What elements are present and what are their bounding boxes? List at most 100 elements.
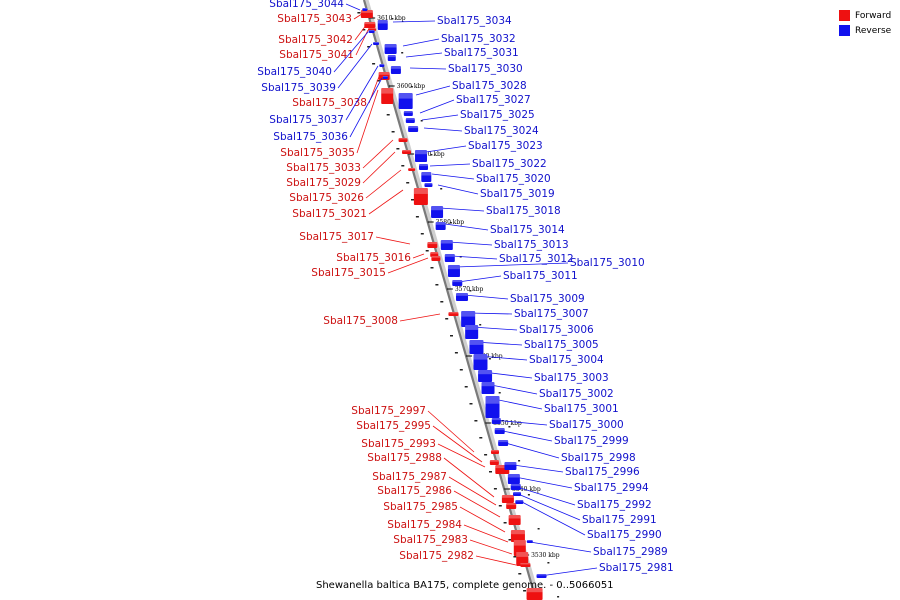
forward-gene-Sbal175_2982 [520, 563, 531, 567]
reverse-gene-Sbal175_2998 [498, 440, 509, 446]
forward-gene-label: Sbal175_3043 [277, 13, 352, 25]
minor-mark [357, 12, 361, 14]
connector-line [437, 443, 486, 468]
forward-gene-Sbal175_3021-highlight [413, 188, 428, 194]
connector-line [501, 441, 560, 459]
reverse-gene-Sbal175_3024-highlight [408, 126, 419, 129]
reverse-gene-Sbal175_3009-highlight [455, 293, 468, 296]
connector-line [453, 490, 501, 518]
reverse-gene-Sbal175_2989 [526, 540, 533, 543]
reverse-gene-label: Sbal175_3002 [539, 388, 614, 400]
forward-gene-Sbal175_3021 [413, 188, 428, 205]
reverse-gene-Sbal175_2990-highlight [515, 500, 524, 502]
minor-mark [425, 250, 429, 252]
reverse-gene-Sbal175_3032 [384, 44, 397, 54]
connector-line [362, 151, 396, 184]
connector-line [432, 425, 483, 463]
reverse-gene-label: Sbal175_2996 [565, 466, 640, 478]
forward-gene-Sbal175_3035 [381, 88, 394, 104]
minor-mark [513, 556, 517, 558]
map-caption: Shewanella baltica BA175, complete genom… [316, 580, 614, 591]
reverse-gene-Sbal175_2999-highlight [494, 428, 505, 431]
forward-gene-label: Sbal175_2993 [361, 438, 436, 450]
reverse-gene-Sbal175_3039 [373, 42, 380, 45]
reverse-gene-Sbal175_3025-highlight [405, 118, 415, 120]
connector-line [429, 163, 471, 167]
reverse-gene-label: Sbal175_3027 [456, 94, 531, 106]
connector-line [439, 207, 485, 212]
connector-line [468, 312, 513, 315]
forward-gene-Sbal175_3033 [398, 138, 408, 142]
minor-mark [498, 392, 501, 394]
forward-swatch [839, 10, 850, 21]
legend-reverse: Reverse [839, 23, 891, 38]
reverse-gene-Sbal175_3018 [431, 206, 444, 218]
reverse-gene-Sbal175_3037-highlight [379, 64, 385, 66]
connector-line [425, 145, 467, 153]
reverse-gene-Sbal175_3032-highlight [384, 44, 397, 48]
legend: Forward Reverse [839, 8, 891, 38]
reverse-gene-Sbal175_3020 [421, 172, 432, 182]
reverse-gene-label: Sbal175_3024 [464, 125, 539, 137]
reverse-gene-Sbal175_2998-highlight [498, 440, 509, 443]
connector-line [539, 567, 598, 577]
connector-line [362, 139, 394, 169]
connector-line [375, 236, 411, 245]
reverse-gene-Sbal175_3003 [478, 370, 493, 382]
connector-line [421, 114, 459, 121]
minor-mark [454, 352, 458, 354]
reverse-gene-Sbal175_3025 [405, 118, 415, 123]
forward-gene-label: Sbal175_3033 [286, 162, 361, 174]
forward-gene-Sbal175_3041-highlight [368, 28, 377, 30]
forward-gene-Sbal175_2985 [510, 530, 525, 542]
reverse-gene-label: Sbal175_3020 [476, 173, 551, 185]
reverse-gene-label: Sbal175_2991 [582, 514, 657, 526]
minor-mark [415, 216, 419, 218]
reverse-swatch [839, 25, 850, 36]
minor-mark [440, 188, 443, 190]
forward-gene-label: Sbal175_3016 [336, 252, 411, 264]
minor-mark [406, 182, 410, 184]
reverse-gene-label: Sbal175_3037 [269, 114, 344, 126]
reverse-gene-label: Sbal175_3011 [503, 270, 578, 282]
forward-gene-Sbal175_3042-highlight [364, 22, 376, 25]
forward-gene-label: Sbal175_3029 [286, 177, 361, 189]
reverse-gene-Sbal175_2991-highlight [513, 492, 522, 494]
connector-line [443, 457, 495, 498]
reverse-gene-label: Sbal175_3034 [437, 15, 512, 27]
minor-mark [469, 290, 472, 292]
reverse-gene-Sbal175_3019 [424, 183, 433, 187]
forward-gene-partial-highlight [526, 588, 543, 593]
minor-mark [474, 420, 478, 422]
connector-line [431, 173, 475, 180]
reverse-gene-label: Sbal175_3032 [441, 33, 516, 45]
minor-mark [547, 562, 550, 564]
connector-line [463, 294, 509, 300]
forward-gene-Sbal175_2983 [516, 552, 529, 566]
forward-gene-Sbal175_3029-highlight [402, 150, 411, 152]
connector-line [427, 410, 475, 453]
reverse-gene-Sbal175_3036 [382, 76, 388, 79]
forward-gene-Sbal175_2986-highlight [508, 515, 521, 519]
reverse-gene-Sbal175_3000-highlight [491, 418, 501, 421]
reverse-gene-Sbal175_3010 [447, 265, 460, 277]
reverse-gene-label: Sbal175_3004 [529, 354, 604, 366]
reverse-gene-Sbal175_3022-highlight [419, 164, 429, 167]
tick-label: 3570 kbp [455, 286, 484, 293]
connector-line [423, 127, 463, 132]
forward-gene-Sbal175_3017 [427, 242, 438, 248]
minor-mark [430, 154, 433, 156]
reverse-gene-Sbal175_3011-highlight [452, 280, 463, 283]
connector-line [415, 85, 451, 96]
minor-mark [537, 528, 540, 530]
reverse-gene-Sbal175_3023-highlight [415, 150, 427, 155]
reverse-gene-Sbal175_3028 [398, 93, 413, 109]
reverse-gene-Sbal175_3022 [419, 164, 429, 170]
reverse-gene-Sbal175_3012 [444, 254, 455, 262]
reverse-gene-Sbal175_2994-highlight [507, 474, 520, 478]
reverse-gene-label: Sbal175_3044 [269, 0, 344, 10]
reverse-gene-Sbal175_3013 [440, 240, 453, 250]
forward-gene-label: Sbal175_2995 [356, 420, 431, 432]
forward-gene-Sbal175_3043-highlight [360, 10, 373, 13]
